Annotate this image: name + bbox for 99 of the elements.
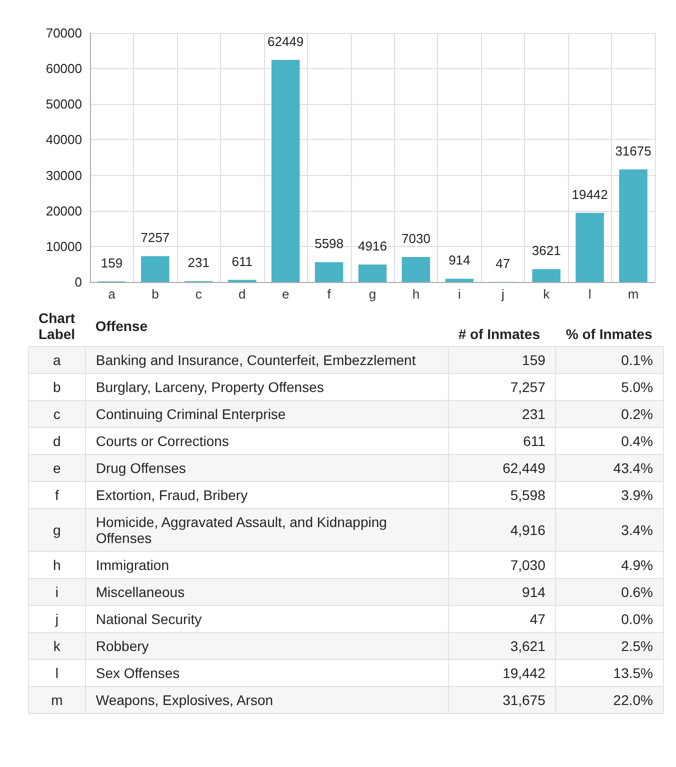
data-label: 13.5% [556,660,664,686]
data-label: 914 [448,578,556,606]
y-tick-label: 20000 [46,203,82,218]
data-label: 611 [448,428,556,454]
data-label: 231 [448,400,556,428]
data-label: 3.4% [556,508,664,552]
category-label: g [28,508,86,552]
bar [358,264,387,282]
data-label: 62449 [268,34,304,49]
y-tick-label: 10000 [46,238,82,254]
data-label: 159 [448,346,556,374]
data-label: 0.4% [556,428,664,454]
data-label: 19,442 [448,660,556,686]
data-label: 31675 [615,143,652,158]
text: Chart Label [38,309,76,344]
data-label: 5598 [314,236,344,252]
category-label: Weapons, Explosives, Arson [96,692,274,708]
category-label: c [28,400,86,428]
y-tick-label: 0 [74,274,82,290]
data-label: 3.9% [556,482,664,508]
category-label: f [28,482,86,508]
bar [141,256,170,282]
series-label: # of Inmates [457,325,542,344]
data-label: 7,257 [448,374,556,400]
bar [619,169,648,282]
category-label: i [28,578,86,606]
x-tick-label: j [500,286,504,302]
data-label: 7257 [140,230,170,246]
category-label: Burglary, Larceny, Property Offenses [96,379,324,395]
y-tick-label: 40000 [46,132,82,148]
category-label: Banking and Insurance, Counterfeit, Embezzlement [96,352,416,368]
data-label: 914 [448,252,470,268]
bar [314,262,344,282]
data-label: 5,598 [448,482,556,508]
category-label: Courts or Corrections [96,433,229,449]
data-label: 4,916 [448,508,556,552]
data-label: 43.4% [556,454,664,482]
data-label: 31,675 [448,686,556,714]
category-label: d [28,428,86,454]
bar [532,269,560,282]
data-label: 62,449 [448,454,556,482]
category-label: Homicide, Aggravated Assault, and Kidnapping Offenses [96,514,387,546]
data-label: 0.2% [556,400,664,428]
category-label: Continuing Criminal Enterprise [96,406,286,422]
y-tick-label: 50000 [46,96,82,112]
y-tick-label: 30000 [46,168,82,183]
x-tick-label: a [108,286,116,302]
data-label: 5.0% [556,374,664,400]
x-tick-label: l [588,286,592,302]
bar [576,212,604,282]
category-label: Extortion, Fraud, Bribery [96,487,248,503]
category-label: m [28,686,86,714]
x-tick-label: f [327,286,332,302]
y-tick-label: 60000 [46,61,82,76]
x-tick-label: c [195,286,202,302]
x-tick-label: e [282,286,290,302]
data-label: 7,030 [448,552,556,578]
data-label: 611 [232,254,252,269]
category-label: Miscellaneous [96,584,185,600]
category-label: Drug Offenses [96,460,186,476]
x-tick-label: b [152,286,159,302]
bar [402,256,430,282]
category-label: k [28,632,86,660]
data-label: 4.9% [556,552,664,578]
category-label: b [28,374,86,400]
bar [445,278,474,282]
category-label: h [28,552,86,578]
x-tick-label: h [412,286,420,302]
category-label: j [28,606,86,632]
y-tick-label: 70000 [46,26,82,40]
x-tick-label: g [368,286,376,302]
data-label: 159 [100,255,123,270]
data-label: 0.0% [556,606,664,632]
data-label: 0.1% [556,346,664,374]
category-label: National Security [96,611,202,627]
text: Offense [94,317,148,336]
data-label: 4916 [358,238,387,254]
data-label: 0.6% [556,578,664,606]
data-label: 47 [496,256,510,271]
x-tick-label: k [543,286,550,302]
category-label: Robbery [96,638,149,654]
category-label: Immigration [96,557,169,573]
category-label: Sex Offenses [96,665,180,681]
bar [271,60,300,282]
x-tick-label: i [458,286,461,302]
series-label: % of Inmates [564,325,654,344]
data-label: 3621 [532,243,561,258]
data-label: 231 [188,255,210,270]
data-label: 19442 [572,186,608,202]
category-label: e [28,454,86,482]
data-label: 2.5% [556,632,664,660]
data-label: 3,621 [448,632,556,660]
data-label: 7030 [402,230,430,246]
x-tick-label: d [238,286,246,302]
data-label: 22.0% [556,686,664,714]
category-label: a [28,346,86,374]
category-label: l [28,660,86,686]
x-tick-label: m [628,286,639,302]
data-label: 47 [448,606,556,632]
